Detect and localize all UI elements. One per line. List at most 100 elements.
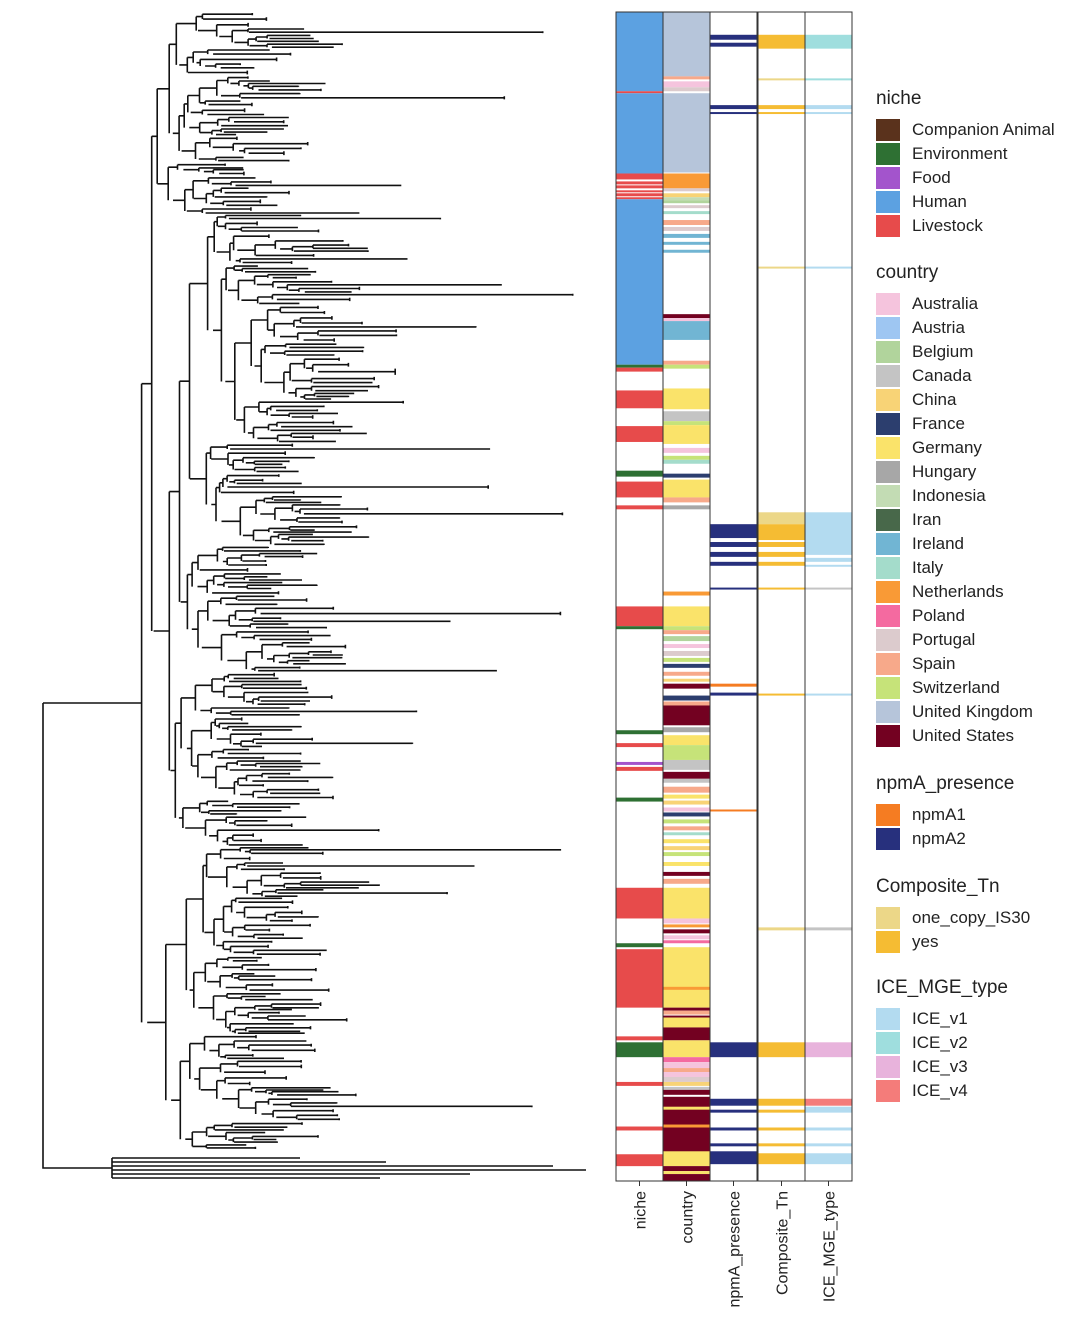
cell-npmA_presence-npma2 (710, 1109, 757, 1113)
cell-niche-human (616, 12, 663, 92)
cell-npmA_presence-npma2 (710, 1098, 757, 1106)
legend-swatch (876, 629, 900, 651)
cell-country-switzerland (663, 421, 710, 426)
legend-title: npmA_presence (876, 773, 1015, 794)
cell-ICE_MGE_type-ice_v1 (805, 105, 852, 110)
legend-label: ICE_v2 (912, 1033, 968, 1052)
cell-country-australia (663, 1062, 710, 1069)
cell-Composite_Tn-yes (758, 1109, 805, 1113)
cell-country-canada (663, 1086, 710, 1090)
cell-Composite_Tn-yes (758, 693, 805, 696)
cell-country-china (663, 678, 710, 682)
legend-item-germany: Germany (876, 436, 1076, 460)
cell-Composite_Tn-yes (758, 1143, 805, 1147)
cell-npmA_presence-npma1 (710, 683, 757, 687)
cell-country-united-states (663, 1027, 710, 1041)
cell-country-indonesia (663, 197, 710, 201)
cell-niche-environment (616, 730, 663, 735)
cell-ICE_MGE_type-ice_v1 (805, 1153, 852, 1165)
cell-country-united-kingdom (663, 93, 710, 173)
legend-swatch (876, 365, 900, 387)
cell-npmA_presence-npma2 (710, 1151, 757, 1165)
legend-swatch (876, 677, 900, 699)
cell-Composite_Tn-one_copy_is30 (758, 78, 805, 81)
legend-label: United States (912, 726, 1015, 745)
cell-country-portugal (663, 205, 710, 209)
cell-country-china (663, 193, 710, 198)
legend-item-italy: Italy (876, 556, 1076, 580)
cell-country-ireland (663, 249, 710, 253)
legend-item-ice_v1: ICE_v1 (876, 1007, 1076, 1031)
legend-item-australia: Australia (876, 292, 1076, 316)
legend-label: yes (912, 932, 939, 951)
cell-country-switzerland (663, 819, 710, 824)
legend-item-spain: Spain (876, 652, 1076, 676)
cell-country-switzerland (663, 657, 710, 662)
legend-swatch (876, 413, 900, 435)
cell-niche-human (616, 199, 663, 365)
cell-niche-livestock (616, 173, 663, 180)
legend-swatch (876, 437, 900, 459)
cell-ICE_MGE_type-ice_v1 (805, 1143, 852, 1147)
cell-country-united-states (663, 683, 710, 689)
cell-country-united-states (663, 929, 710, 934)
cell-country-netherlands (663, 1124, 710, 1128)
legend-swatch (876, 389, 900, 411)
legend-swatch (876, 804, 900, 826)
cell-country-spain (663, 878, 710, 884)
legend-item-ice_v4: ICE_v4 (876, 1079, 1076, 1103)
cell-country-germany (663, 425, 710, 444)
cell-ICE_MGE_type-ice_v1 (805, 557, 852, 562)
cell-niche-livestock (616, 426, 663, 442)
cell-country-australia (663, 447, 710, 453)
legend-swatch (876, 461, 900, 483)
legend-label: one_copy_IS30 (912, 908, 1031, 927)
legend-swatch (876, 557, 900, 579)
cell-country-germany (663, 794, 710, 799)
legend-label: Netherlands (912, 582, 1004, 601)
cell-npmA_presence-npma2 (710, 1042, 757, 1058)
legend-item-ice_v2: ICE_v2 (876, 1031, 1076, 1055)
cell-country-germany (663, 388, 710, 410)
legend-item-belgium: Belgium (876, 340, 1076, 364)
cell-country-germany (663, 1171, 710, 1175)
legend-swatch (876, 533, 900, 555)
legend-npma-presence: npmA_presence npmA1 npmA2 (876, 771, 1076, 851)
cell-country-portugal (663, 650, 710, 656)
cell-country-portugal (663, 226, 710, 231)
legend-label: Canada (912, 366, 972, 385)
cell-ICE_MGE_type-canada (805, 927, 852, 931)
cell-country-ireland (663, 241, 710, 245)
legend-label: Switzerland (912, 678, 1000, 697)
legend-ice-mge-type: ICE_MGE_type ICE_v1 ICE_v2 ICE_v3 ICE_v4 (876, 975, 1076, 1103)
legend-item-iran: Iran (876, 508, 1076, 532)
legend-swatch (876, 828, 900, 850)
cell-npmA_presence-npma2 (710, 1127, 757, 1131)
cell-country-switzerland (663, 745, 710, 760)
legend-label: ICE_v1 (912, 1009, 968, 1028)
legend-item-canada: Canada (876, 364, 1076, 388)
cell-niche-livestock (616, 606, 663, 627)
cell-niche-livestock (616, 181, 663, 185)
tree-branches (42, 13, 586, 1179)
legend-label: Food (912, 168, 951, 187)
legend-title: ICE_MGE_type (876, 977, 1008, 998)
cell-niche-environment (616, 1042, 663, 1058)
cell-country-australia (663, 807, 710, 812)
cell-niche-livestock (616, 887, 663, 919)
cell-country-belgium (663, 636, 710, 642)
legend-item-china: China (876, 388, 1076, 412)
cell-country-poland (663, 1057, 710, 1063)
cell-country-china (663, 1081, 710, 1086)
cell-niche-livestock (616, 91, 663, 94)
cell-country-france (663, 812, 710, 817)
legend-item-ireland: Ireland (876, 532, 1076, 556)
cell-country-portugal (663, 1076, 710, 1082)
cell-country-germany (663, 1151, 710, 1167)
cell-country-switzerland (663, 626, 710, 631)
cell-country-hungary (663, 727, 710, 733)
legend-item-food: Food (876, 166, 1076, 190)
cell-country-germany (663, 735, 710, 746)
legend-label: ICE_v4 (912, 1081, 968, 1100)
cell-npmA_presence-npma2 (710, 42, 757, 47)
